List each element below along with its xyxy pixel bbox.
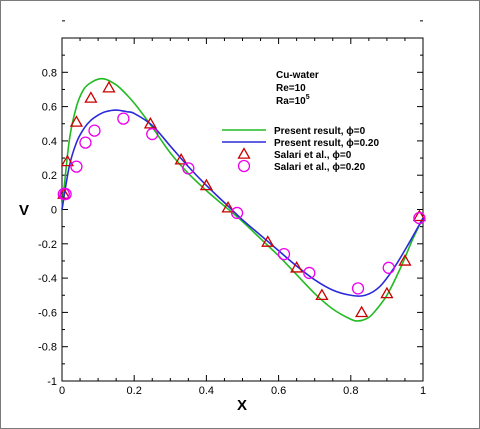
data-point-circle — [182, 162, 195, 175]
y-tick-label: -0.2 — [38, 239, 57, 251]
data-point-triangle — [84, 91, 98, 103]
data-point-circle — [413, 211, 426, 225]
data-point-circle — [230, 206, 244, 220]
data-point-circle — [146, 127, 159, 141]
data-point-triangle — [69, 115, 84, 127]
data-point-triangle — [143, 116, 158, 129]
annotation-ra: Ra=105 — [276, 94, 310, 107]
x-axis-label: X — [237, 397, 247, 414]
data-point-triangle — [60, 154, 75, 167]
data-point-triangle — [355, 305, 369, 318]
data-point-triangle — [315, 288, 329, 301]
series-group — [57, 77, 427, 322]
series-2 — [57, 80, 427, 318]
data-point-triangle — [398, 254, 412, 266]
series-3 — [57, 112, 426, 295]
data-point-circle — [117, 112, 130, 125]
data-point-circle — [59, 187, 72, 201]
data-point-triangle — [380, 286, 394, 299]
legend-label: Salari et al., ϕ=0.20 — [274, 162, 366, 173]
data-point-triangle — [261, 235, 275, 247]
y-tick-label: -0.6 — [38, 307, 57, 319]
legend-label: Present result, ϕ=0 — [274, 126, 366, 137]
data-point-triangle — [221, 200, 235, 213]
legend-label: Present result, ϕ=0.20 — [274, 138, 379, 149]
data-point-circle — [351, 282, 365, 295]
y-tick-label: 0.6 — [42, 102, 57, 114]
data-point-circle — [79, 136, 92, 149]
x-tick-label: 0.6 — [271, 385, 286, 397]
series-0 — [61, 77, 424, 322]
legend-marker-circle — [237, 159, 251, 173]
data-point-circle — [303, 266, 316, 280]
x-tick-label: 1 — [420, 385, 426, 397]
x-tick-label: 0.2 — [127, 385, 142, 397]
x-tick-label: 0.8 — [343, 385, 358, 397]
y-tick-label: -0.4 — [38, 273, 57, 285]
annotation: Cu-water Re=10 Ra=105 — [276, 70, 319, 107]
legend-marker-triangle — [237, 147, 251, 159]
series-line — [61, 109, 424, 297]
x-tick-label: 0 — [59, 385, 65, 397]
y-tick-label: 0.8 — [42, 67, 57, 79]
series-line — [61, 77, 424, 322]
x-tick-label: 0.4 — [199, 385, 214, 397]
data-point-circle — [382, 261, 395, 274]
y-tick-label: 0.2 — [42, 170, 57, 182]
data-point-circle — [277, 247, 291, 261]
y-tick-label: -1 — [47, 376, 57, 388]
annotation-re: Re=10 — [276, 83, 306, 94]
data-point-circle — [70, 160, 83, 173]
axis-ticks: 0 0.2 0.4 0.6 0.8 1 -1 -0.8 -0.6 -0.4 -0.2 0 0.2 0.4 0… — [38, 20, 426, 397]
y-tick-label: -0.8 — [38, 342, 57, 354]
y-tick-label: 0.4 — [42, 136, 57, 148]
annotation-fluid: Cu-water — [276, 70, 319, 81]
data-point-circle — [88, 124, 101, 137]
plot-area — [61, 37, 424, 382]
data-point-triangle — [412, 209, 427, 222]
legend-label: Salari et al., ϕ=0 — [274, 150, 352, 161]
data-point-triangle — [57, 187, 71, 199]
y-tick-label: 0 — [51, 205, 57, 217]
data-point-triangle — [174, 152, 188, 165]
data-point-triangle — [102, 80, 116, 93]
data-point-triangle — [199, 178, 214, 191]
data-point-triangle — [290, 260, 304, 273]
series-1 — [61, 109, 424, 297]
y-axis-label: V — [19, 202, 29, 219]
